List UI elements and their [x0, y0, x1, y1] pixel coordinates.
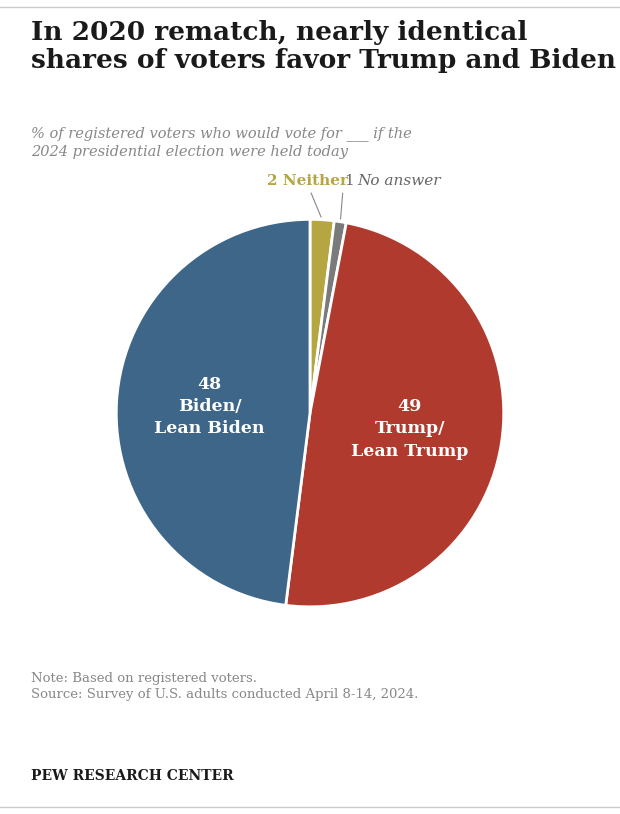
Text: PEW RESEARCH CENTER: PEW RESEARCH CENTER	[31, 769, 234, 783]
Text: Note: Based on registered voters.: Note: Based on registered voters.	[31, 672, 257, 685]
Wedge shape	[117, 219, 310, 606]
Wedge shape	[286, 223, 503, 606]
Text: 2 Neither: 2 Neither	[267, 173, 348, 187]
Text: No answer: No answer	[358, 173, 441, 187]
Text: 1: 1	[345, 173, 360, 187]
Wedge shape	[310, 219, 334, 413]
Text: 49
Trump/
Lean Trump: 49 Trump/ Lean Trump	[351, 398, 468, 460]
Text: In 2020 rematch, nearly identical
shares of voters favor Trump and Biden: In 2020 rematch, nearly identical shares…	[31, 20, 616, 73]
Text: Source: Survey of U.S. adults conducted April 8-14, 2024.: Source: Survey of U.S. adults conducted …	[31, 688, 418, 701]
Wedge shape	[310, 221, 347, 413]
Text: % of registered voters who would vote for ___ if the
2024 presidential election : % of registered voters who would vote fo…	[31, 126, 412, 159]
Text: 48
Biden/
Lean Biden: 48 Biden/ Lean Biden	[154, 376, 265, 437]
